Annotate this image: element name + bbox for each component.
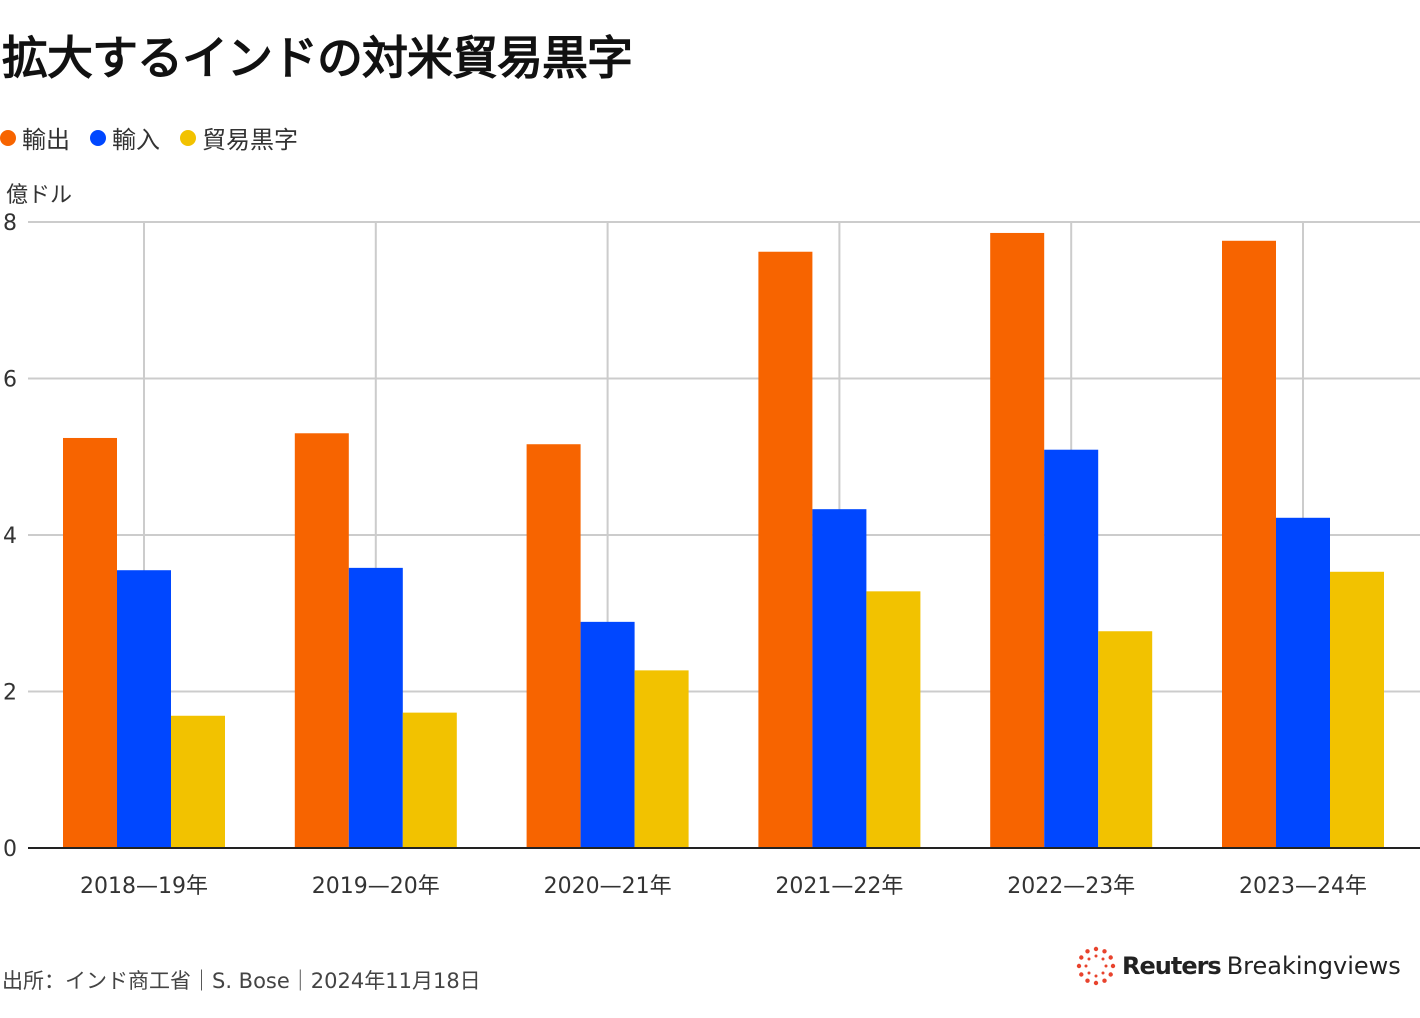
y-tick-label: 0 <box>3 837 17 862</box>
legend-swatch <box>0 129 16 146</box>
bar-exports <box>990 232 1045 848</box>
x-tick-label: 2023—24年 <box>1239 874 1367 899</box>
legend-item-surplus: 貿易黒字 <box>180 120 298 155</box>
chart-title: 拡大するインドの対米貿易黒字 <box>2 31 633 85</box>
bar-surplus <box>1098 631 1153 848</box>
bar-imports <box>1276 517 1330 848</box>
x-tick-label: 2020—21年 <box>544 874 672 899</box>
bar-imports <box>580 621 635 848</box>
y-tick-label: 4 <box>3 524 17 549</box>
y-tick-label: 6 <box>3 368 17 393</box>
bar-chart: 0 2 4 6 8 2018—19年 2019—20年 2020—21年 2021—22年 202… <box>3 211 1420 899</box>
legend-label: 貿易黒字 <box>202 126 298 154</box>
logo-breakingviews-text: Breakingviews <box>1226 952 1401 980</box>
bar-exports <box>63 437 117 848</box>
bar-imports <box>812 509 867 848</box>
reuters-dots-icon <box>1076 946 1116 986</box>
bar-surplus <box>1330 571 1384 848</box>
bar-imports <box>1044 449 1099 848</box>
bar-imports <box>348 567 403 848</box>
legend: 輸出 輸入 貿易黒字 <box>0 120 298 155</box>
bar-surplus <box>866 591 921 848</box>
bar-exports <box>526 444 581 848</box>
bar-exports <box>758 251 813 849</box>
x-tick-label: 2022—23年 <box>1007 874 1135 899</box>
y-tick-label: 2 <box>3 681 17 706</box>
bar-exports <box>294 433 349 848</box>
y-tick-label: 8 <box>3 211 17 236</box>
x-tick-label: 2021—22年 <box>775 874 903 899</box>
bar-exports <box>1222 240 1276 848</box>
legend-label: 輸出 <box>22 126 70 154</box>
bar-surplus <box>634 670 689 848</box>
logo-reuters-text: Reuters <box>1122 952 1222 980</box>
legend-label: 輸入 <box>112 126 160 154</box>
source-footer: 出所：インド商工省｜S. Bose｜2024年11月18日 <box>2 969 481 993</box>
legend-item-imports: 輸入 <box>90 120 160 155</box>
x-tick-label: 2018—19年 <box>80 874 208 899</box>
x-tick-label: 2019—20年 <box>312 874 440 899</box>
legend-item-exports: 輸出 <box>0 120 70 155</box>
reuters-breakingviews-logo: Reuters Breakingviews <box>1076 946 1401 986</box>
bar-surplus <box>171 715 225 848</box>
legend-swatch <box>180 129 196 146</box>
legend-swatch <box>90 129 106 146</box>
bar-imports <box>117 570 171 848</box>
y-axis-unit: 億ドル <box>6 183 73 208</box>
bar-surplus <box>402 712 457 848</box>
